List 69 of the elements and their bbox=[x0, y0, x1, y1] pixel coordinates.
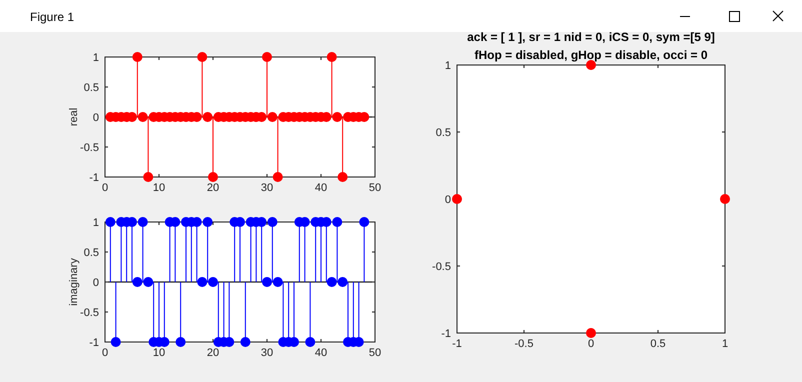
point bbox=[132, 52, 142, 62]
x-tick-label: 0 bbox=[102, 347, 108, 359]
y-tick-label: 1 bbox=[92, 52, 99, 64]
point bbox=[326, 277, 337, 287]
point bbox=[332, 217, 342, 227]
x-tick-label: 40 bbox=[314, 182, 328, 194]
x-tick-label: 10 bbox=[152, 347, 166, 359]
y-tick-label: 1 bbox=[92, 217, 99, 229]
point bbox=[110, 337, 121, 347]
y-tick-label: -0.5 bbox=[80, 307, 99, 319]
point bbox=[272, 277, 283, 287]
point bbox=[132, 277, 142, 287]
x-tick-label: -1 bbox=[452, 338, 462, 350]
point bbox=[176, 337, 186, 347]
y-tick-label: 0.5 bbox=[84, 82, 99, 94]
y-tick-label: -0.5 bbox=[432, 261, 451, 273]
y-tick-label: 0.5 bbox=[84, 247, 99, 259]
point bbox=[267, 112, 278, 122]
y-tick-label: -1 bbox=[89, 172, 99, 184]
point bbox=[586, 328, 596, 338]
x-tick-label: 50 bbox=[368, 347, 382, 359]
point bbox=[138, 217, 148, 227]
point bbox=[720, 194, 730, 204]
point bbox=[143, 172, 154, 182]
x-tick-label: 20 bbox=[206, 347, 220, 359]
x-tick-label: 10 bbox=[152, 182, 166, 194]
x-tick-label: 0 bbox=[102, 182, 108, 194]
point bbox=[338, 172, 348, 182]
y-tick-label: 0 bbox=[444, 194, 451, 206]
y-axis-title: imaginary bbox=[68, 258, 80, 306]
caption: Figure 1 bbox=[30, 10, 74, 24]
x-tick-label: 30 bbox=[260, 347, 274, 359]
point bbox=[452, 194, 462, 204]
point bbox=[326, 52, 337, 62]
point bbox=[359, 217, 370, 227]
point bbox=[208, 277, 218, 287]
y-tick-label: 0 bbox=[92, 112, 99, 124]
x-tick-label: 20 bbox=[206, 182, 220, 194]
point bbox=[262, 277, 272, 287]
point bbox=[197, 52, 208, 62]
chart-title: ack = [ 1 ], sr = 1 nid = 0, iCS = 0, sym =[5 9] bbox=[467, 30, 715, 44]
x-tick-label: 0.5 bbox=[650, 338, 666, 350]
y-tick-label: -1 bbox=[441, 328, 451, 340]
point bbox=[105, 217, 116, 227]
point bbox=[143, 277, 154, 287]
x-tick-label: 1 bbox=[722, 338, 728, 350]
y-axis-title: real bbox=[68, 108, 80, 126]
point bbox=[332, 112, 342, 122]
x-tick-label: 30 bbox=[260, 182, 274, 194]
y-tick-label: 0.5 bbox=[436, 127, 451, 139]
point bbox=[240, 337, 250, 347]
point bbox=[272, 172, 283, 182]
point bbox=[267, 217, 278, 227]
chart-subtitle: fHop = disabled, gHop = disable, occi = 0 bbox=[474, 48, 708, 62]
point bbox=[208, 172, 218, 182]
point bbox=[202, 112, 213, 122]
y-tick-label: -0.5 bbox=[80, 142, 99, 154]
point bbox=[197, 277, 208, 287]
point bbox=[202, 217, 213, 227]
point bbox=[338, 277, 348, 287]
y-tick-label: 0 bbox=[92, 277, 99, 289]
y-tick-label: 1 bbox=[444, 60, 451, 72]
x-tick-label: 0 bbox=[588, 338, 594, 350]
point bbox=[262, 52, 272, 62]
point bbox=[138, 112, 148, 122]
x-tick-label: 40 bbox=[314, 347, 328, 359]
x-tick-label: 50 bbox=[368, 182, 382, 194]
point bbox=[305, 337, 316, 347]
x-tick-label: -0.5 bbox=[514, 338, 534, 350]
